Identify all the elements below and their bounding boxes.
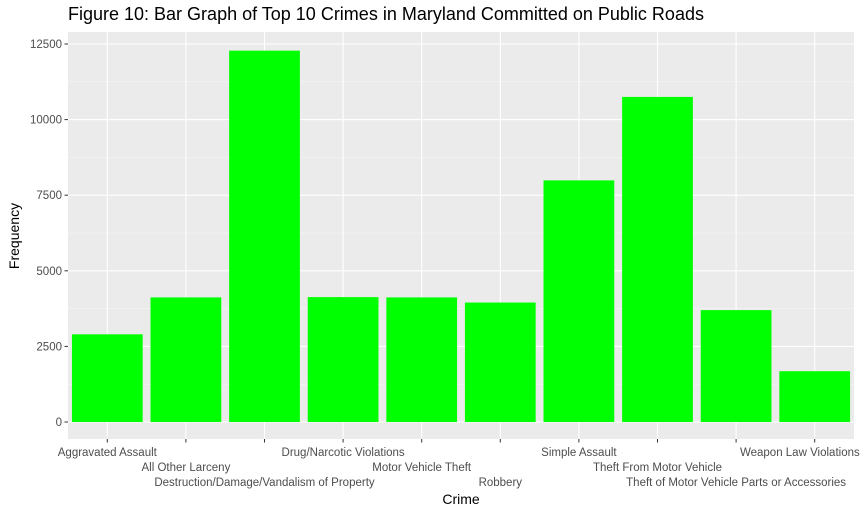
x-tick-label: Motor Vehicle Theft bbox=[372, 462, 472, 474]
x-tick-label: All Other Larceny bbox=[141, 462, 230, 474]
bar-1 bbox=[71, 334, 143, 422]
y-axis-title: Frequency bbox=[6, 203, 22, 269]
x-tick-label: Destruction/Damage/Vandalism of Property bbox=[154, 477, 375, 489]
x-axis-title: Crime bbox=[442, 491, 480, 507]
y-tick-label: 7500 bbox=[36, 190, 62, 202]
bar-7 bbox=[543, 180, 615, 422]
y-tick-label: 12500 bbox=[30, 39, 62, 51]
bar-10 bbox=[779, 371, 851, 422]
y-axis: 0 2500 5000 7500 10000 12500 bbox=[30, 39, 68, 429]
x-tick-label: Drug/Narcotic Violations bbox=[282, 447, 405, 459]
x-tick-label: Weapon Law Violations bbox=[740, 447, 860, 459]
x-tick-label: Simple Assault bbox=[541, 447, 617, 459]
bar-3 bbox=[229, 50, 300, 422]
bar-6 bbox=[464, 302, 536, 422]
bar-2 bbox=[150, 297, 222, 422]
y-tick-label: 2500 bbox=[36, 341, 62, 353]
x-tick-label: Robbery bbox=[479, 477, 523, 489]
bar-9 bbox=[700, 310, 772, 422]
x-axis: Aggravated Assault All Other Larceny Destr… bbox=[58, 439, 860, 489]
bar-4 bbox=[307, 297, 379, 422]
bar-5 bbox=[386, 297, 458, 422]
y-tick-label: 5000 bbox=[36, 266, 62, 278]
y-tick-label: 10000 bbox=[30, 115, 62, 127]
x-tick-label: Theft of Motor Vehicle Parts or Accessor… bbox=[626, 477, 846, 489]
x-tick-label: Aggravated Assault bbox=[58, 447, 158, 459]
chart-title: Figure 10: Bar Graph of Top 10 Crimes in… bbox=[68, 4, 704, 24]
x-tick-label: Theft From Motor Vehicle bbox=[593, 462, 722, 474]
bars bbox=[71, 50, 851, 423]
y-tick-label: 0 bbox=[56, 417, 62, 429]
bar-8 bbox=[622, 96, 693, 423]
